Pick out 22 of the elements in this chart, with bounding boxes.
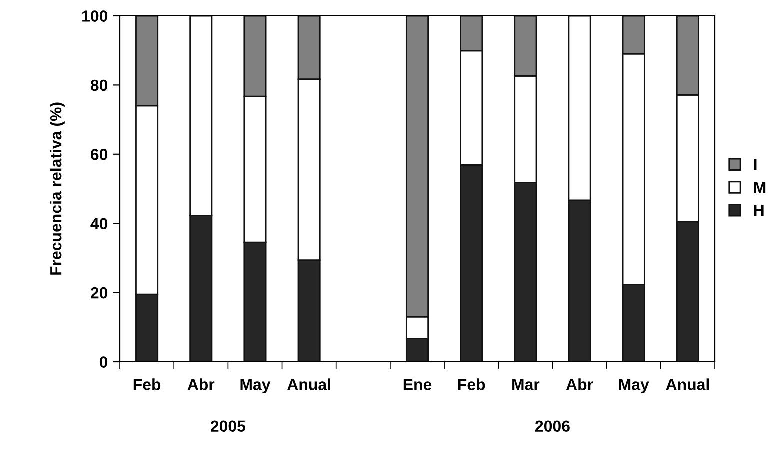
x-tick-label: Mar <box>512 379 540 390</box>
y-tick-label: 80 <box>90 80 108 92</box>
legend-label: H <box>754 205 764 216</box>
legend-label: I <box>754 159 757 170</box>
y-tick-label: 40 <box>90 218 108 230</box>
legend-label: M <box>754 182 766 194</box>
x-tick-label: Feb <box>134 378 161 390</box>
y-tick-label: 100 <box>82 10 108 22</box>
x-tick-label: Abr <box>566 378 594 390</box>
x-tick-label: Anual <box>288 378 330 390</box>
text: 2005 <box>210 420 246 432</box>
x-tick-label: Abr <box>188 378 215 390</box>
x-tick-label: May <box>240 379 271 394</box>
y-tick-label: 0 <box>100 356 108 368</box>
x-tick-label: May <box>619 379 650 394</box>
x-tick-label: Feb <box>458 378 486 390</box>
x-tick-label: Ene <box>404 379 432 390</box>
x-tick-label: Anual <box>666 378 710 390</box>
text: 2006 <box>536 420 570 432</box>
y-axis-title: Frecuencia relativa (%) <box>50 102 65 275</box>
y-tick-label: 20 <box>90 287 108 299</box>
y-tick-label: 60 <box>91 149 108 160</box>
